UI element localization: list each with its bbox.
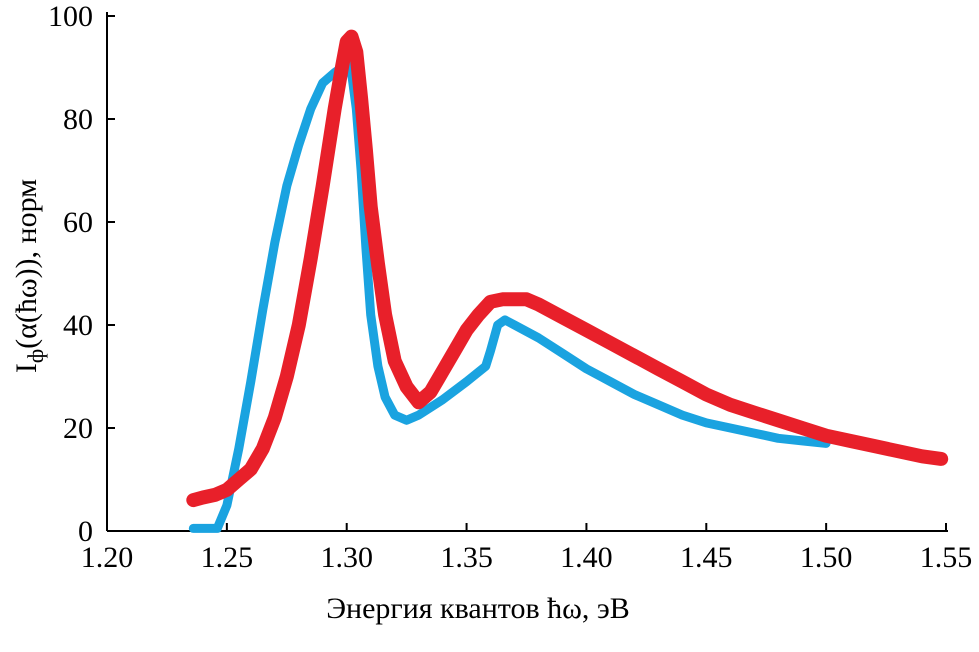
y-tick-label: 40 bbox=[63, 309, 93, 342]
series-line-2 bbox=[186, 29, 949, 508]
y-tick-label: 80 bbox=[63, 103, 93, 136]
y-tick-label: 0 bbox=[78, 515, 93, 548]
y-tick-label: 100 bbox=[48, 0, 93, 33]
x-tick-label: 1.50 bbox=[800, 541, 853, 574]
x-axis-title: Энергия квантов ħω, эВ bbox=[326, 592, 630, 625]
x-tick-label: 1.55 bbox=[920, 541, 973, 574]
axes bbox=[106, 12, 948, 532]
x-tick-label: 1.25 bbox=[201, 541, 254, 574]
y-axis-title-rest: (α(ħω)), норм bbox=[10, 179, 43, 349]
series-layer bbox=[186, 29, 949, 533]
x-tick-label: 1.20 bbox=[81, 541, 134, 574]
x-tick-label: 1.35 bbox=[440, 541, 493, 574]
y-axis-title-sub: ф bbox=[23, 349, 48, 363]
x-tick-label: 1.30 bbox=[320, 541, 373, 574]
series-line-1 bbox=[188, 57, 831, 533]
x-tick-label: 1.45 bbox=[680, 541, 733, 574]
y-axis-title: Iф(α(ħω)), норм bbox=[10, 179, 48, 373]
y-tick-label: 60 bbox=[63, 206, 93, 239]
x-tick-label: 1.40 bbox=[560, 541, 613, 574]
ticks: 1.20 1.25 1.30 1.35 1.40 1.45 1.50 1.55 0 20 40 60 8… bbox=[48, 0, 972, 574]
y-axis-title-main: I bbox=[10, 363, 43, 373]
y-tick-label: 20 bbox=[63, 412, 93, 445]
